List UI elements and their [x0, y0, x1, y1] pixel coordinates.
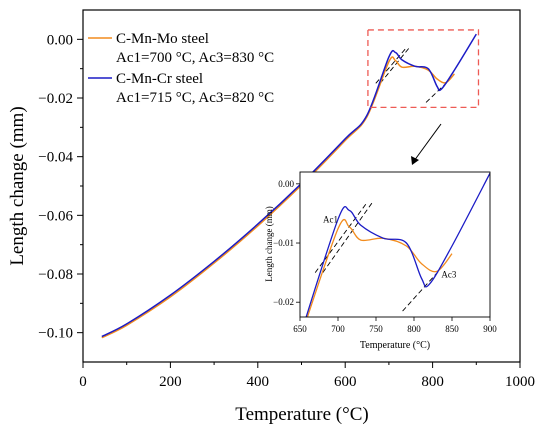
y-tick-label: 0.00 — [47, 32, 73, 48]
inset-y-tick-label: −0.02 — [273, 297, 294, 307]
inset-x-axis-label: Temperature (°C) — [360, 340, 430, 351]
inset-annotation-ac3: Ac3 — [441, 269, 456, 279]
inset-y-tick-label: 0.00 — [278, 179, 294, 189]
inset-tangent-line — [322, 201, 374, 273]
inset-series-line-c-mn-cr — [305, 172, 490, 317]
y-tick-label: −0.06 — [38, 208, 73, 224]
x-axis-label: Temperature (°C) — [235, 404, 368, 425]
inset-x-tick-label: 900 — [483, 324, 497, 334]
inset-x-tick-label: 700 — [331, 324, 345, 334]
x-tick-label: 400 — [247, 374, 270, 390]
x-tick-label: 1000 — [505, 374, 535, 390]
inset-tangent-line — [402, 271, 439, 312]
inset-tangent-line — [314, 202, 368, 273]
y-tick-label: −0.02 — [38, 91, 73, 107]
inset-y-tick-label: −0.01 — [273, 238, 294, 248]
inset-annotation-ac1: Ac1 — [323, 214, 338, 224]
inset-background — [300, 172, 490, 317]
tangent-line — [379, 47, 410, 84]
inset-x-tick-label: 800 — [407, 324, 421, 334]
y-tick-label: −0.04 — [38, 150, 73, 166]
inset-x-tick-label: 750 — [369, 324, 383, 334]
zoom-region-box — [367, 29, 480, 109]
legend: C-Mn-Mo steel Ac1=700 °C, Ac3=830 °C C-M… — [88, 31, 274, 106]
series-line-c-mn-cr — [101, 33, 477, 338]
legend-note-cr: Ac1=715 °C, Ac3=820 °C — [116, 90, 274, 106]
y-tick-label: −0.08 — [38, 267, 73, 283]
inset-plot-area — [305, 172, 490, 317]
y-tick-label: −0.10 — [38, 326, 73, 342]
inset-plot-lines: Ac1 Ac3 — [305, 172, 490, 317]
zoom-arrow — [411, 123, 442, 165]
main-plot-lines — [101, 33, 477, 339]
x-tick-label: 800 — [421, 374, 444, 390]
main-plot-frame — [82, 9, 521, 363]
x-tick-label: 0 — [79, 374, 87, 390]
x-tick-label: 200 — [159, 374, 182, 390]
legend-label-cr: C-Mn-Cr steel — [116, 71, 203, 87]
legend-note-mo: Ac1=700 °C, Ac3=830 °C — [116, 50, 274, 66]
inset-y-axis-label: Length change (mm) — [264, 206, 274, 281]
x-tick-label: 600 — [334, 374, 357, 390]
inset-axis-ticks: 650 700 750 800 850 900 −0.02 −0.01 0.00 — [273, 179, 497, 334]
tangent-line — [425, 82, 447, 103]
inset-x-tick-label: 850 — [445, 324, 459, 334]
y-axis-label: Length change (mm) — [7, 106, 28, 265]
inset-frame — [299, 171, 491, 318]
main-axis-ticks: 0 200 400 600 800 1000 −0.10 −0.08 −0.06 −0.04 −0.… — [38, 32, 535, 390]
inset-chart: 650 700 750 800 850 900−0.02−0.010.00 Ac1Ac3 … — [264, 171, 497, 351]
inset-x-tick-label: 650 — [293, 324, 307, 334]
series-line-c-mn-mo — [101, 56, 455, 339]
legend-label-mo: C-Mn-Mo steel — [116, 31, 209, 47]
